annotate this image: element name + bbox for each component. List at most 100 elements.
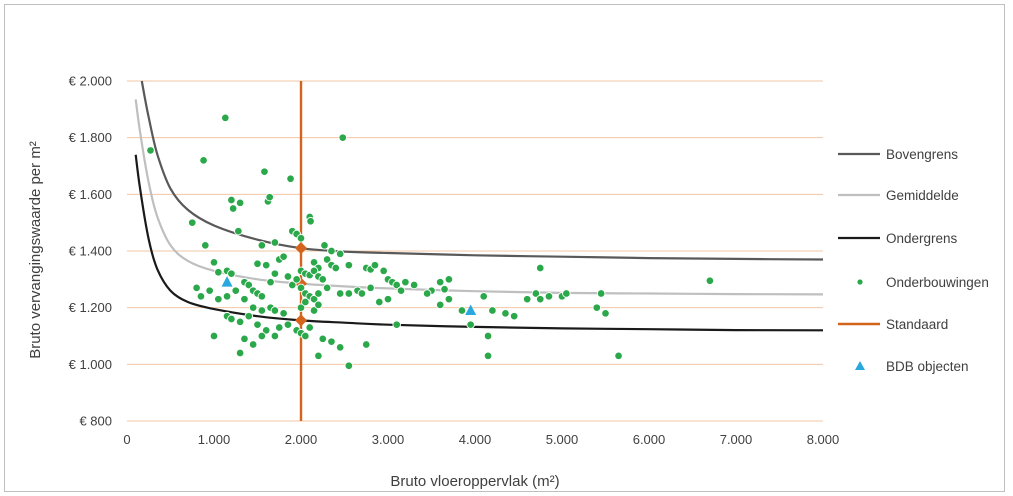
onderbouwing-point [409,280,419,290]
onderbouwing-point [244,280,254,290]
onderbouwing-point [601,309,610,318]
x-tick-label: 5.000 [546,432,579,447]
x-tick-label: 0 [123,432,130,447]
onderbouwing-point [318,334,328,344]
onderbouwing-point [227,195,236,205]
x-tick-label: 2.000 [285,432,318,447]
legend-label-standaard: Standaard [886,317,948,332]
onderbouwing-point [257,306,267,315]
legend-symbol-bdb [855,361,865,370]
onderbouwing-point [309,306,319,315]
onderbouwing-point [396,286,406,295]
onderbouwing-point [536,294,545,304]
legend: Bovengrens Gemiddelde Ondergrens Onderbouwi… [838,147,989,374]
onderbouwing-point [240,334,249,344]
onderbouwing-point [279,252,288,261]
onderbouwing-point [257,241,267,250]
chart-frame [4,4,1005,492]
onderbouwing-point [309,258,319,267]
x-tick-label: 3.000 [372,432,405,447]
legend-label-ondergrens: Ondergrens [886,231,958,246]
onderbouwing-point [320,241,329,250]
onderbouwing-point [444,275,454,284]
onderbouwing-point [335,343,345,352]
onderbouwing-point [322,283,332,293]
onderbouwing-point [383,294,393,304]
legend-symbol-onderbouwingen [857,279,863,285]
standaard-marker [295,242,307,255]
onderbouwing-point [146,146,155,155]
onderbouwing-point [296,283,306,293]
onderbouwing-point [270,269,280,278]
onderbouwing-point [201,241,210,250]
onderbouwing-point [227,314,236,324]
onderbouwing-point [305,323,314,332]
onderbouwing-point [279,309,288,318]
onderbouwing-point [422,289,432,298]
onderbouwing-point [327,246,336,256]
onderbouwing-point [260,167,269,176]
scatter-points [146,113,715,371]
onderbouwing-point [248,303,258,312]
onderbouwing-point [466,320,475,329]
onderbouwing-point [266,277,275,287]
onderbouwing-point [253,320,262,329]
onderbouwing-point [265,192,274,202]
onderbouwing-point [231,286,240,295]
onderbouwing-point [488,306,497,315]
onderbouwing-point [288,280,297,290]
onderbouwing-point [253,259,262,269]
onderbouwing-point [314,289,323,298]
onderbouwing-point [205,286,214,295]
onderbouwing-point [199,156,208,165]
onderbouwing-point [296,233,306,243]
legend-label-bovengrens: Bovengrens [886,147,958,162]
line-bovengrens [140,80,824,261]
gridlines [127,80,823,422]
onderbouwing-point [435,277,445,287]
onderbouwing-point [457,306,467,315]
onderbouwing-point [338,133,348,142]
onderbouwing-point [483,351,493,361]
onderbouwing-point [318,275,328,284]
legend-label-bdb: BDB objecten [886,359,969,374]
onderbouwing-point [214,294,223,304]
onderbouwing-point [301,297,310,307]
onderbouwing-point [440,285,449,294]
bdb-point [465,304,477,315]
onderbouwing-point [196,292,206,301]
onderbouwing-point [309,266,319,276]
onderbouwing-point [234,226,243,236]
onderbouwing-point [227,269,236,278]
standaard-marker [295,314,307,327]
onderbouwing-point [435,300,445,310]
onderbouwing-point [261,326,271,335]
onderbouwing-point [331,263,341,273]
onderbouwing-point [248,340,258,349]
onderbouwing-point [392,280,401,290]
onderbouwing-point [309,294,319,304]
onderbouwing-point [283,320,293,329]
bdb-points [221,276,477,315]
onderbouwing-point [270,238,280,247]
onderbouwing-point [275,323,284,332]
y-axis-title: Bruto vervangingswaarde per m² [27,141,44,359]
y-tick-label: € 1.400 [69,244,112,259]
onderbouwing-point [596,289,606,298]
onderbouwing-point [209,331,219,341]
legend-label-onderbouwingen: Onderbouwingen [886,275,989,290]
onderbouwing-point [335,289,345,298]
onderbouwing-point [192,283,201,293]
onderbouwing-point [322,255,332,264]
onderbouwing-point [344,289,354,298]
line-gemiddelde [134,99,824,296]
axis-ticks: € 800 € 1.000 € 1.200 € 1.400 € 1.600 € 1.800… [69,74,840,448]
onderbouwing-point [270,331,280,341]
onderbouwing-point [335,249,345,259]
onderbouwing-point [235,198,245,208]
line-ondergrens [134,154,824,332]
onderbouwing-point [357,289,367,298]
onderbouwing-point [344,361,354,371]
x-axis-title: Bruto vloeroppervlak (m²) [390,473,559,490]
onderbouwing-point [536,263,545,273]
